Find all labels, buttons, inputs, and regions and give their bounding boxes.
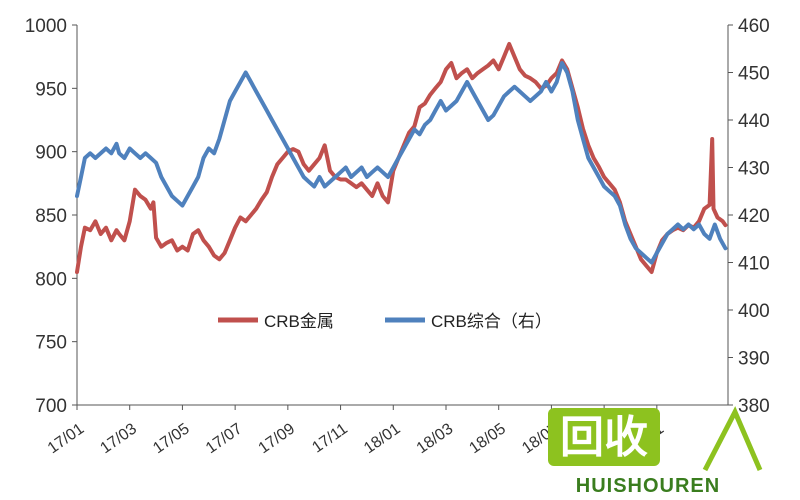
x-tick-label: 18/03	[414, 420, 457, 457]
x-tick-label: 17/03	[97, 420, 140, 457]
right-tick-label: 420	[738, 206, 770, 227]
left-tick-label: 750	[35, 333, 67, 354]
series-line-crb-composite	[75, 61, 728, 265]
left-tick-label: 950	[35, 79, 67, 100]
watermark: 回收 HUISHOUREN	[548, 406, 763, 497]
legend-label: CRB金属	[264, 312, 334, 331]
series-lines	[75, 42, 728, 274]
right-tick-label: 400	[738, 301, 770, 322]
watermark-roof-icon	[702, 406, 763, 472]
legend-label: CRB综合（右）	[431, 312, 552, 331]
watermark-english-text: HUISHOUREN	[576, 475, 720, 497]
right-tick-label: 380	[738, 396, 770, 417]
x-tick-label: 17/05	[150, 420, 193, 457]
x-tick-label: 17/11	[309, 420, 351, 456]
left-tick-label: 1000	[25, 16, 67, 37]
watermark-badge	[548, 408, 660, 466]
x-tick-label: 17/01	[45, 420, 88, 457]
right-tick-label: 460	[738, 16, 770, 37]
x-tick-label: 18/01	[361, 420, 404, 457]
left-tick-label: 900	[35, 143, 67, 164]
axes: 700 750 800 850 900 950 1000 380 390 400 410 420 430…	[25, 16, 770, 457]
x-tick-label: 17/07	[203, 420, 246, 457]
right-tick-label: 410	[738, 254, 770, 275]
right-tick-label: 430	[738, 159, 770, 180]
left-tick-label: 850	[35, 206, 67, 227]
right-tick-label: 440	[738, 111, 770, 132]
legend: CRB金属 CRB综合（右）	[218, 312, 552, 331]
left-tick-label: 700	[35, 396, 67, 417]
x-tick-label: 18/05	[466, 420, 509, 457]
watermark-chinese-text: 回收	[560, 413, 648, 462]
left-tick-label: 800	[35, 269, 67, 290]
right-tick-label: 450	[738, 64, 770, 85]
right-tick-label: 390	[738, 349, 770, 370]
x-tick-label: 17/09	[256, 420, 299, 457]
